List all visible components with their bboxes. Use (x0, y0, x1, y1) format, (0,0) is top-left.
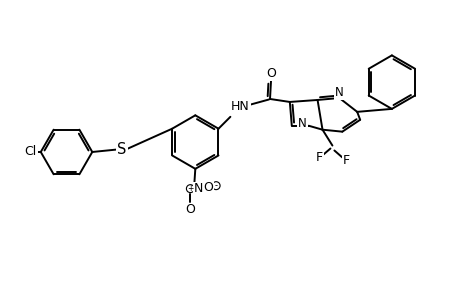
Text: O: O (203, 181, 213, 194)
Text: -: - (214, 181, 217, 190)
Text: HN: HN (230, 100, 249, 113)
Text: O: O (265, 67, 275, 80)
Text: F: F (315, 151, 322, 164)
Text: N: N (193, 182, 202, 195)
Text: N: N (334, 85, 343, 98)
Circle shape (212, 182, 219, 190)
Text: N: N (298, 117, 307, 130)
Text: +: + (187, 184, 193, 193)
Text: S: S (117, 142, 126, 157)
Circle shape (186, 185, 194, 193)
Text: Cl: Cl (25, 146, 37, 158)
Text: O: O (185, 203, 195, 216)
Text: F: F (342, 154, 349, 167)
